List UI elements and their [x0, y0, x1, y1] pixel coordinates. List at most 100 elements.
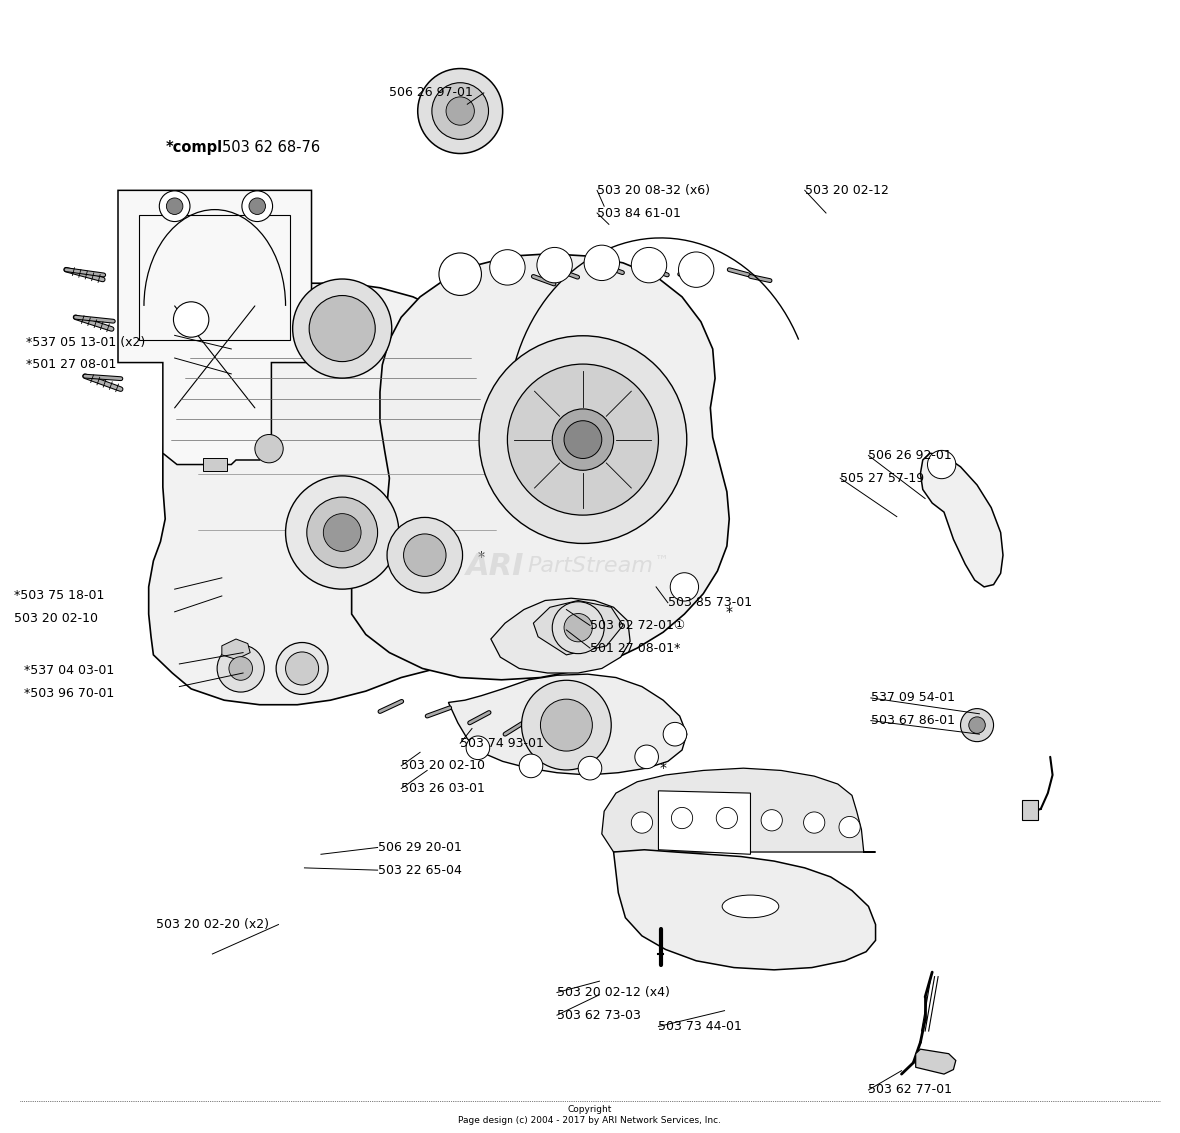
- Circle shape: [761, 810, 782, 830]
- Text: 503 67 86-01: 503 67 86-01: [871, 714, 955, 727]
- Text: 503 20 02-12: 503 20 02-12: [805, 184, 889, 197]
- Circle shape: [584, 245, 620, 281]
- Text: *537 05 13-01 (x2): *537 05 13-01 (x2): [26, 335, 145, 349]
- Circle shape: [159, 190, 190, 222]
- Polygon shape: [602, 768, 876, 852]
- Text: ARI: ARI: [466, 552, 525, 581]
- Circle shape: [173, 301, 209, 338]
- Text: 503 20 08-32 (x6): 503 20 08-32 (x6): [597, 184, 710, 197]
- Text: *501 27 08-01: *501 27 08-01: [26, 358, 117, 372]
- Polygon shape: [203, 458, 227, 471]
- Text: 503 84 61-01: 503 84 61-01: [597, 206, 681, 220]
- Circle shape: [307, 497, 378, 568]
- Circle shape: [839, 817, 860, 837]
- Text: 537 09 54-01: 537 09 54-01: [871, 691, 955, 705]
- Circle shape: [404, 534, 446, 577]
- Text: 503 62 73-03: 503 62 73-03: [557, 1008, 641, 1022]
- Circle shape: [309, 296, 375, 361]
- Polygon shape: [491, 598, 630, 673]
- Circle shape: [564, 420, 602, 459]
- Text: Copyright
Page design (c) 2004 - 2017 by ARI Network Services, Inc.: Copyright Page design (c) 2004 - 2017 by…: [459, 1105, 721, 1125]
- Circle shape: [293, 279, 392, 378]
- Text: 503 62 72-01①: 503 62 72-01①: [590, 619, 686, 632]
- Circle shape: [969, 717, 985, 733]
- Circle shape: [578, 757, 602, 780]
- Circle shape: [678, 252, 714, 288]
- Text: 503 20 02-10: 503 20 02-10: [14, 612, 98, 625]
- Polygon shape: [118, 190, 312, 465]
- Polygon shape: [533, 600, 623, 655]
- Ellipse shape: [722, 895, 779, 918]
- Circle shape: [446, 97, 474, 125]
- Text: 503 85 73-01: 503 85 73-01: [668, 596, 752, 610]
- Circle shape: [439, 253, 481, 296]
- Circle shape: [671, 808, 693, 828]
- Circle shape: [479, 335, 687, 544]
- Text: *: *: [660, 761, 667, 775]
- Circle shape: [432, 83, 489, 139]
- Circle shape: [418, 69, 503, 153]
- Circle shape: [961, 708, 994, 742]
- Circle shape: [804, 812, 825, 833]
- Polygon shape: [352, 254, 729, 680]
- Circle shape: [276, 642, 328, 695]
- Text: 501 27 08-01*: 501 27 08-01*: [590, 641, 681, 655]
- Circle shape: [552, 602, 604, 654]
- Text: 503 74 93-01: 503 74 93-01: [460, 736, 544, 750]
- Polygon shape: [658, 791, 750, 854]
- Circle shape: [927, 451, 956, 478]
- Circle shape: [670, 573, 699, 600]
- Circle shape: [323, 513, 361, 552]
- Polygon shape: [916, 1049, 956, 1074]
- Polygon shape: [920, 453, 1003, 587]
- Polygon shape: [448, 674, 687, 775]
- Text: PartStream: PartStream: [527, 556, 653, 577]
- Circle shape: [490, 249, 525, 286]
- Circle shape: [663, 723, 687, 746]
- Text: 503 20 02-10: 503 20 02-10: [401, 759, 485, 773]
- Text: 506 29 20-01: 506 29 20-01: [378, 841, 461, 854]
- Circle shape: [229, 657, 253, 680]
- Text: 503 22 65-04: 503 22 65-04: [378, 863, 461, 877]
- Circle shape: [255, 435, 283, 462]
- Text: 503 73 44-01: 503 73 44-01: [658, 1020, 742, 1033]
- Text: 503 20 02-20 (x2): 503 20 02-20 (x2): [156, 918, 269, 931]
- Text: *: *: [478, 551, 485, 564]
- Text: 503 20 02-12 (x4): 503 20 02-12 (x4): [557, 986, 670, 999]
- Text: *compl: *compl: [165, 139, 222, 155]
- Circle shape: [716, 808, 738, 828]
- Circle shape: [242, 190, 273, 222]
- Polygon shape: [222, 639, 250, 659]
- Text: 506 26 92-01: 506 26 92-01: [868, 449, 952, 462]
- Polygon shape: [1022, 800, 1038, 820]
- Circle shape: [537, 247, 572, 283]
- Circle shape: [631, 247, 667, 283]
- Text: *503 96 70-01: *503 96 70-01: [24, 687, 113, 700]
- Text: *537 04 03-01: *537 04 03-01: [24, 664, 113, 678]
- Polygon shape: [149, 283, 531, 705]
- Text: *: *: [726, 605, 733, 619]
- Circle shape: [631, 812, 653, 833]
- Circle shape: [286, 476, 399, 589]
- Text: 503 26 03-01: 503 26 03-01: [401, 782, 485, 795]
- Circle shape: [519, 755, 543, 777]
- Circle shape: [217, 645, 264, 692]
- Text: *503 75 18-01: *503 75 18-01: [14, 589, 105, 603]
- Text: 506 26 97-01: 506 26 97-01: [389, 86, 473, 100]
- Circle shape: [552, 409, 614, 470]
- Circle shape: [522, 680, 611, 770]
- Text: 503 62 77-01: 503 62 77-01: [868, 1083, 952, 1097]
- Circle shape: [466, 736, 490, 759]
- Circle shape: [166, 198, 183, 214]
- Text: 503 62 68-76: 503 62 68-76: [222, 139, 320, 155]
- Circle shape: [249, 198, 266, 214]
- Circle shape: [540, 699, 592, 751]
- Polygon shape: [614, 850, 876, 970]
- Circle shape: [286, 651, 319, 685]
- Circle shape: [507, 364, 658, 516]
- Text: 505 27 57-19: 505 27 57-19: [840, 471, 924, 485]
- Circle shape: [387, 518, 463, 593]
- Circle shape: [564, 614, 592, 641]
- Text: ™: ™: [655, 553, 669, 566]
- Circle shape: [635, 746, 658, 768]
